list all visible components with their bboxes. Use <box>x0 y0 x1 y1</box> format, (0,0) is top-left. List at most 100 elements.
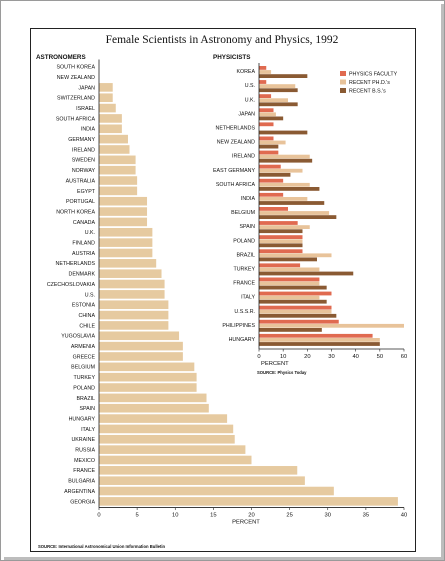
astronomers-category-label: ARMENIA <box>71 344 96 350</box>
physicists-bar-2 <box>259 328 322 332</box>
astronomers-bar <box>99 383 197 392</box>
physicists-bar-0 <box>259 221 298 225</box>
astronomers-category-label: FRANCE <box>73 468 95 474</box>
physicists-source-note: SOURCE: Physics Today <box>257 370 307 375</box>
astronomers-category-label: U.K. <box>85 230 95 236</box>
physicists-bar-2 <box>259 144 279 149</box>
physicists-bar-0 <box>259 263 301 268</box>
astronomers-category-label: GEORGIA <box>70 499 95 505</box>
physicists-category-label: FRANCE <box>233 281 255 287</box>
physicists-bar-1 <box>259 84 296 88</box>
physicists-bar-1 <box>259 140 286 145</box>
physicists-bar-1 <box>259 253 332 258</box>
astronomers-category-label: BRAZIL <box>76 396 95 402</box>
astronomers-bar <box>99 403 209 413</box>
astronomers-category-label: ITALY <box>81 427 95 433</box>
astronomers-bar <box>99 486 334 496</box>
astronomers-bar <box>99 165 136 175</box>
physicists-bar-2 <box>259 187 320 191</box>
astronomers-category-label: POLAND <box>73 385 95 391</box>
figure-title: Female Scientists in Astronomy and Physi… <box>105 34 339 46</box>
astronomers-bar <box>99 497 398 506</box>
astronomers-category-label: EGYPT <box>77 189 96 195</box>
astronomers-bar <box>99 372 197 382</box>
physicists-bar-1 <box>259 225 310 229</box>
astronomers-category-label: BULGARIA <box>68 479 95 485</box>
physicists-bar-1 <box>259 295 320 300</box>
astronomers-category-label: CHILE <box>79 323 95 329</box>
astronomers-bar <box>99 227 153 237</box>
astronomers-bar <box>99 290 165 299</box>
astronomers-bar <box>99 176 138 185</box>
astronomers-category-label: ISRAEL <box>76 106 95 112</box>
physicists-bar-1 <box>259 154 310 159</box>
astronomers-category-label: CHINA <box>79 313 96 319</box>
physicists-category-label: U.K. <box>245 97 255 103</box>
physicists-category-label: NEW ZEALAND <box>217 140 255 146</box>
physicists-category-label: TURKEY <box>234 266 256 272</box>
astronomers-category-label: SWITZERLAND <box>57 96 95 102</box>
astronomers-bar <box>99 207 148 216</box>
astronomers-category-label: GERMANY <box>68 137 95 143</box>
physicists-bar-2 <box>259 243 303 248</box>
astronomers-category-label: SOUTH KOREA <box>56 65 95 71</box>
astronomers-bar <box>99 217 148 227</box>
physicists-bar-2 <box>259 102 298 107</box>
physicists-legend-label: PHYSICS FACULTY <box>349 72 398 78</box>
astronomers-x-tick-label: 40 <box>401 513 407 519</box>
physicists-legend-swatch-2 <box>340 88 346 93</box>
physicists-bar-0 <box>259 150 279 155</box>
astronomers-source-note: SOURCE: International Astronomical Union… <box>38 544 166 549</box>
physicists-bar-0 <box>259 164 281 169</box>
astronomers-x-axis-title: PERCENT <box>232 520 260 526</box>
physicists-bar-1 <box>259 323 404 328</box>
astronomers-bar <box>99 279 165 289</box>
astronomers-bar <box>99 269 162 278</box>
astronomers-bar <box>99 114 122 123</box>
physicists-bar-0 <box>259 207 288 211</box>
astronomers-category-label: BELGIUM <box>71 365 95 371</box>
physicists-legend-label: RECENT PH.D.'s <box>349 80 390 86</box>
physicists-bar-0 <box>259 80 267 84</box>
physicists-legend-label: RECENT B.S.'s <box>349 89 386 95</box>
astronomers-x-tick-label: 20 <box>248 513 254 519</box>
physicists-bar-1 <box>259 112 276 117</box>
physicists-category-label: U.S. <box>245 83 255 89</box>
astronomers-bar <box>99 341 183 351</box>
physicists-category-label: EAST GERMANY <box>213 168 255 174</box>
astronomers-category-label: NORTH KOREA <box>56 209 95 215</box>
physicists-category-label: POLAND <box>233 238 255 244</box>
astronomers-category-label: IRELAND <box>72 147 95 153</box>
astronomers-x-tick-label: 15 <box>210 513 216 519</box>
physicists-heading: PHYSICISTS <box>213 54 250 61</box>
astronomers-category-label: U.S. <box>85 292 95 298</box>
astronomers-category-label: NETHERLANDS <box>56 261 96 267</box>
astronomers-x-tick-label: 30 <box>325 513 331 519</box>
physicists-bar-2 <box>259 271 354 276</box>
astronomers-bar <box>99 362 195 372</box>
astronomers-x-tick-label: 35 <box>363 513 369 519</box>
astronomers-category-label: ESTONIA <box>72 303 96 309</box>
physicists-x-tick-label: 10 <box>280 354 286 360</box>
physicists-category-label: ITALY <box>241 295 255 301</box>
astronomers-x-tick-label: 10 <box>172 513 178 519</box>
physicists-bar-2 <box>259 285 327 290</box>
astronomers-category-label: DENMARK <box>69 272 96 278</box>
astronomers-bar <box>99 393 207 403</box>
physicists-bar-0 <box>259 277 320 282</box>
astronomers-bar <box>99 424 234 434</box>
astronomers-category-label: INDIA <box>81 127 96 133</box>
physicists-category-label: IRELAND <box>232 154 255 160</box>
physicists-bar-0 <box>259 319 339 324</box>
physicists-bar-2 <box>259 158 313 163</box>
physicists-category-label: BRAZIL <box>236 252 255 258</box>
astronomers-category-label: YUGOSLAVIA <box>61 334 95 340</box>
astronomers-category-label: AUSTRIA <box>72 251 95 257</box>
physicists-bar-2 <box>259 229 303 234</box>
astronomers-bar <box>99 466 298 475</box>
astronomers-x-tick-label: 0 <box>97 513 100 519</box>
astronomers-bar <box>99 414 228 423</box>
astronomers-bar <box>99 310 169 320</box>
physicists-x-tick-label: 0 <box>257 354 260 360</box>
physicists-bar-0 <box>259 305 332 310</box>
